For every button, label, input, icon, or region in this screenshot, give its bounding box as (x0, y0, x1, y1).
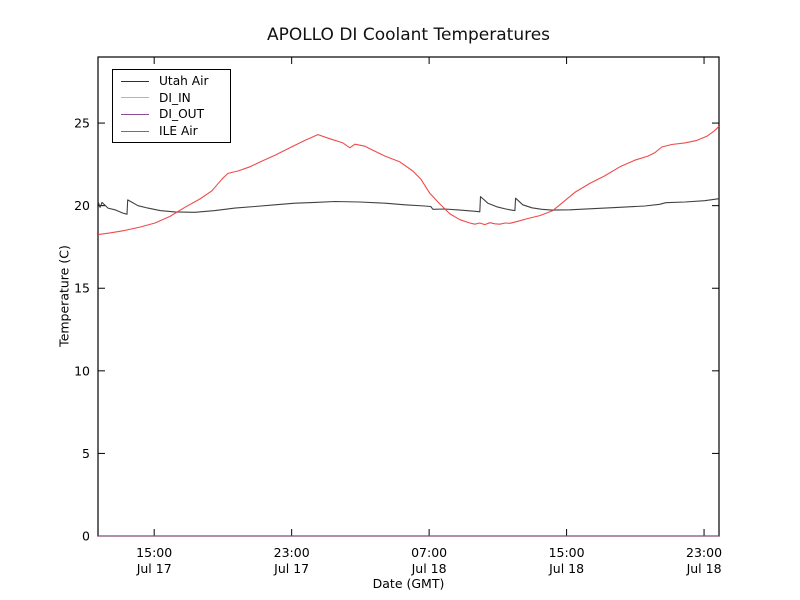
x-axis-label: Date (GMT) (372, 576, 445, 591)
y-tick-label: 25 (74, 116, 90, 131)
y-tick-label: 20 (74, 198, 90, 213)
x-tick-date-label: Jul 17 (273, 561, 309, 576)
series-line-utah-air (97, 196, 720, 215)
legend-item-di-in: DI_IN (121, 90, 224, 107)
legend-label: Utah Air (159, 74, 209, 89)
legend-line-sample (121, 130, 149, 132)
legend-item-utah-air: Utah Air (121, 73, 224, 90)
x-tick-date-label: Jul 18 (548, 561, 584, 576)
x-tick-time-label: 23:00 (686, 545, 722, 560)
x-tick-date-label: Jul 17 (136, 561, 172, 576)
x-tick-time-label: 15:00 (549, 545, 585, 560)
legend-label: ILE Air (159, 123, 198, 138)
x-tick-time-label: 07:00 (411, 545, 447, 560)
x-tick-date-label: Jul 18 (411, 561, 447, 576)
legend-line-sample (121, 97, 149, 99)
y-axis-label: Temperature (C) (56, 245, 72, 347)
y-tick-label: 15 (74, 281, 90, 296)
legend-item-ile-air: ILE Air (121, 123, 224, 140)
legend-label: DI_IN (159, 90, 191, 105)
y-tick-label: 5 (82, 446, 90, 461)
x-tick-time-label: 15:00 (136, 545, 172, 560)
legend-line-sample (121, 80, 149, 82)
chart-title: APOLLO DI Coolant Temperatures (266, 25, 551, 45)
legend-line-sample (121, 113, 149, 115)
x-tick-date-label: Jul 18 (686, 561, 722, 576)
y-tick-label: 0 (82, 529, 90, 544)
series-line-ile-air (97, 125, 720, 236)
y-tick-label: 10 (74, 363, 90, 378)
legend-item-di-out: DI_OUT (121, 106, 224, 123)
legend: Utah Air DI_IN DI_OUT ILE Air (112, 69, 231, 144)
x-tick-time-label: 23:00 (274, 545, 310, 560)
legend-label: DI_OUT (159, 107, 205, 122)
